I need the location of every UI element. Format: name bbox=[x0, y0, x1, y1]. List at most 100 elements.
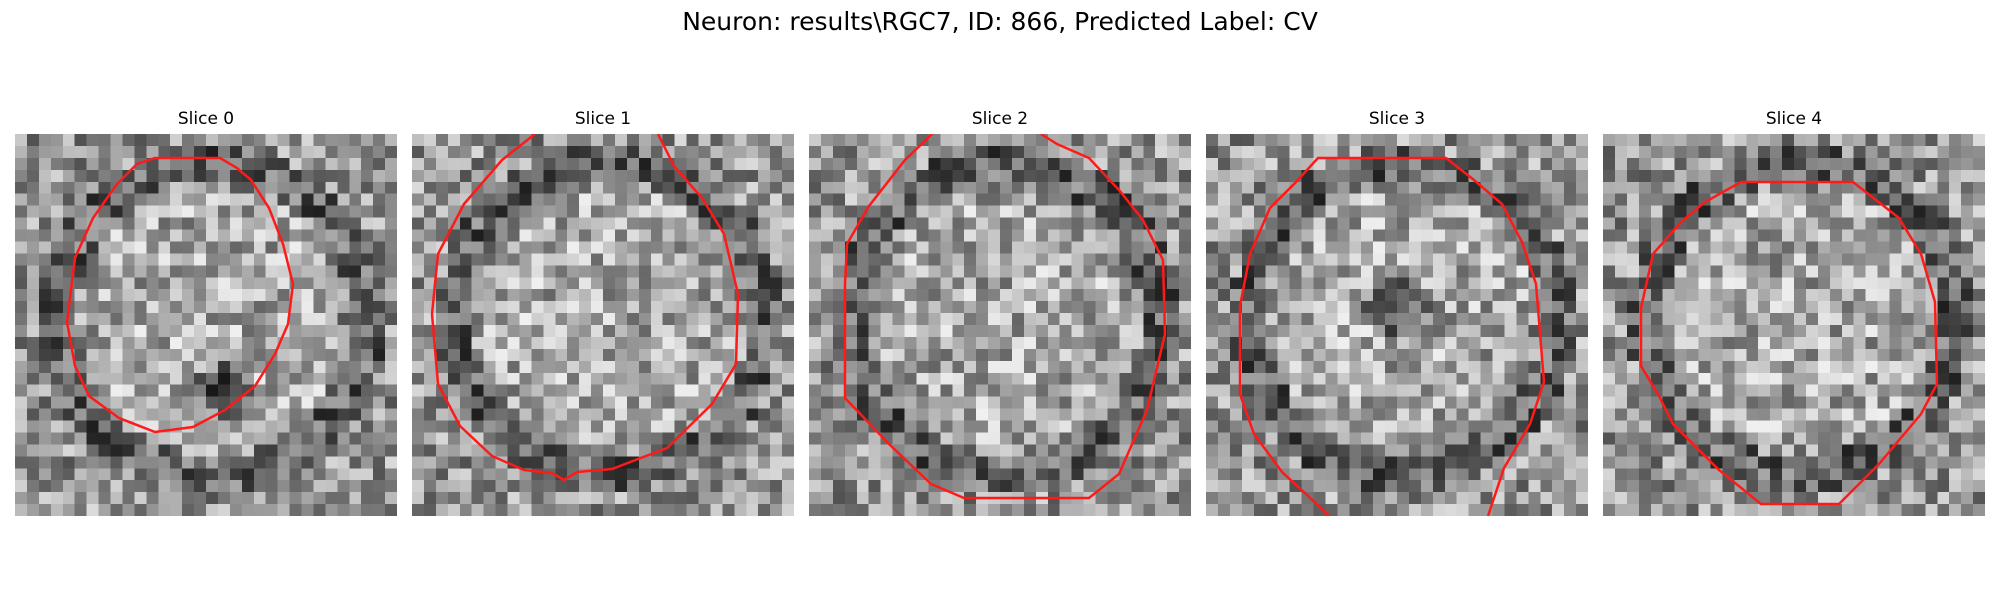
pixel bbox=[507, 492, 521, 505]
pixel bbox=[758, 480, 771, 493]
pixel bbox=[412, 181, 425, 195]
pixel bbox=[253, 468, 267, 481]
pixel bbox=[722, 492, 735, 505]
pixel bbox=[1877, 157, 1891, 171]
pixel bbox=[50, 432, 64, 445]
pixel bbox=[507, 420, 521, 434]
pixel bbox=[385, 193, 397, 207]
pixel bbox=[170, 504, 183, 516]
pixel bbox=[1889, 134, 1903, 147]
pixel bbox=[1337, 348, 1350, 362]
pixel bbox=[1155, 134, 1168, 147]
pixel bbox=[1179, 145, 1191, 159]
pixel bbox=[26, 396, 40, 410]
pixel bbox=[1528, 480, 1541, 493]
pixel bbox=[1734, 265, 1747, 278]
pixel bbox=[385, 444, 397, 457]
pixel bbox=[626, 384, 640, 398]
pixel bbox=[86, 408, 100, 422]
pixel bbox=[1650, 325, 1664, 338]
pixel bbox=[1265, 241, 1279, 254]
pixel bbox=[1206, 360, 1219, 374]
pixel bbox=[650, 456, 664, 469]
pixel bbox=[988, 265, 1001, 278]
pixel bbox=[361, 289, 374, 302]
pixel bbox=[1408, 384, 1422, 398]
pixel bbox=[435, 277, 449, 290]
pixel bbox=[277, 432, 291, 445]
pixel bbox=[1083, 217, 1097, 231]
pixel bbox=[1794, 444, 1807, 457]
pixel bbox=[1253, 348, 1267, 362]
pixel bbox=[868, 205, 882, 219]
pixel bbox=[626, 301, 640, 314]
pixel bbox=[519, 420, 532, 434]
pixel bbox=[916, 384, 929, 398]
pixel bbox=[15, 313, 28, 326]
pixel bbox=[1011, 408, 1025, 422]
pixel bbox=[809, 277, 822, 290]
pixel bbox=[349, 181, 362, 195]
pixel bbox=[1758, 384, 1771, 398]
pixel bbox=[50, 504, 64, 516]
pixel bbox=[194, 205, 207, 219]
pixel bbox=[638, 193, 652, 207]
pixel bbox=[603, 229, 616, 243]
pixel bbox=[26, 169, 40, 183]
pixel bbox=[122, 384, 135, 398]
pixel bbox=[1698, 420, 1712, 434]
pixel bbox=[1035, 217, 1049, 231]
pixel bbox=[1095, 301, 1109, 314]
pixel bbox=[62, 181, 76, 195]
pixel bbox=[782, 360, 794, 374]
pixel bbox=[313, 492, 326, 505]
pixel bbox=[1937, 241, 1950, 254]
pixel bbox=[1674, 325, 1688, 338]
pixel bbox=[976, 325, 989, 338]
pixel bbox=[1373, 229, 1386, 243]
pixel bbox=[662, 181, 676, 195]
pixel bbox=[698, 181, 712, 195]
pixel bbox=[555, 145, 568, 159]
pixel bbox=[1794, 241, 1807, 254]
pixel bbox=[1650, 265, 1664, 278]
pixel bbox=[1456, 289, 1470, 302]
pixel bbox=[988, 336, 1001, 350]
pixel bbox=[1758, 444, 1771, 457]
pixel bbox=[638, 336, 652, 350]
pixel bbox=[1071, 313, 1085, 326]
pixel bbox=[1444, 134, 1458, 147]
pixel bbox=[1516, 325, 1529, 338]
pixel bbox=[952, 372, 965, 386]
pixel bbox=[325, 360, 338, 374]
pixel bbox=[567, 277, 580, 290]
pixel bbox=[1337, 420, 1350, 434]
pixel bbox=[241, 325, 255, 338]
pixel bbox=[782, 169, 794, 183]
pixel bbox=[904, 372, 918, 386]
pixel bbox=[1143, 444, 1156, 457]
pixel bbox=[122, 253, 135, 266]
pixel bbox=[349, 336, 362, 350]
pixel bbox=[50, 205, 64, 219]
pixel bbox=[976, 157, 989, 171]
pixel bbox=[916, 480, 929, 493]
pixel bbox=[1301, 217, 1315, 231]
pixel bbox=[373, 468, 386, 481]
pixel bbox=[1059, 348, 1073, 362]
pixel bbox=[1853, 157, 1867, 171]
pixel bbox=[674, 145, 688, 159]
pixel bbox=[134, 253, 147, 266]
pixel bbox=[483, 241, 497, 254]
pixel bbox=[1961, 289, 1974, 302]
pixel bbox=[1650, 145, 1664, 159]
pixel bbox=[1313, 432, 1326, 445]
pixel bbox=[1131, 313, 1144, 326]
pixel bbox=[1794, 193, 1807, 207]
pixel bbox=[1313, 408, 1326, 422]
pixel bbox=[567, 420, 580, 434]
pixel bbox=[459, 468, 473, 481]
pixel bbox=[1504, 313, 1517, 326]
pixel bbox=[1492, 181, 1506, 195]
pixel bbox=[1071, 396, 1085, 410]
